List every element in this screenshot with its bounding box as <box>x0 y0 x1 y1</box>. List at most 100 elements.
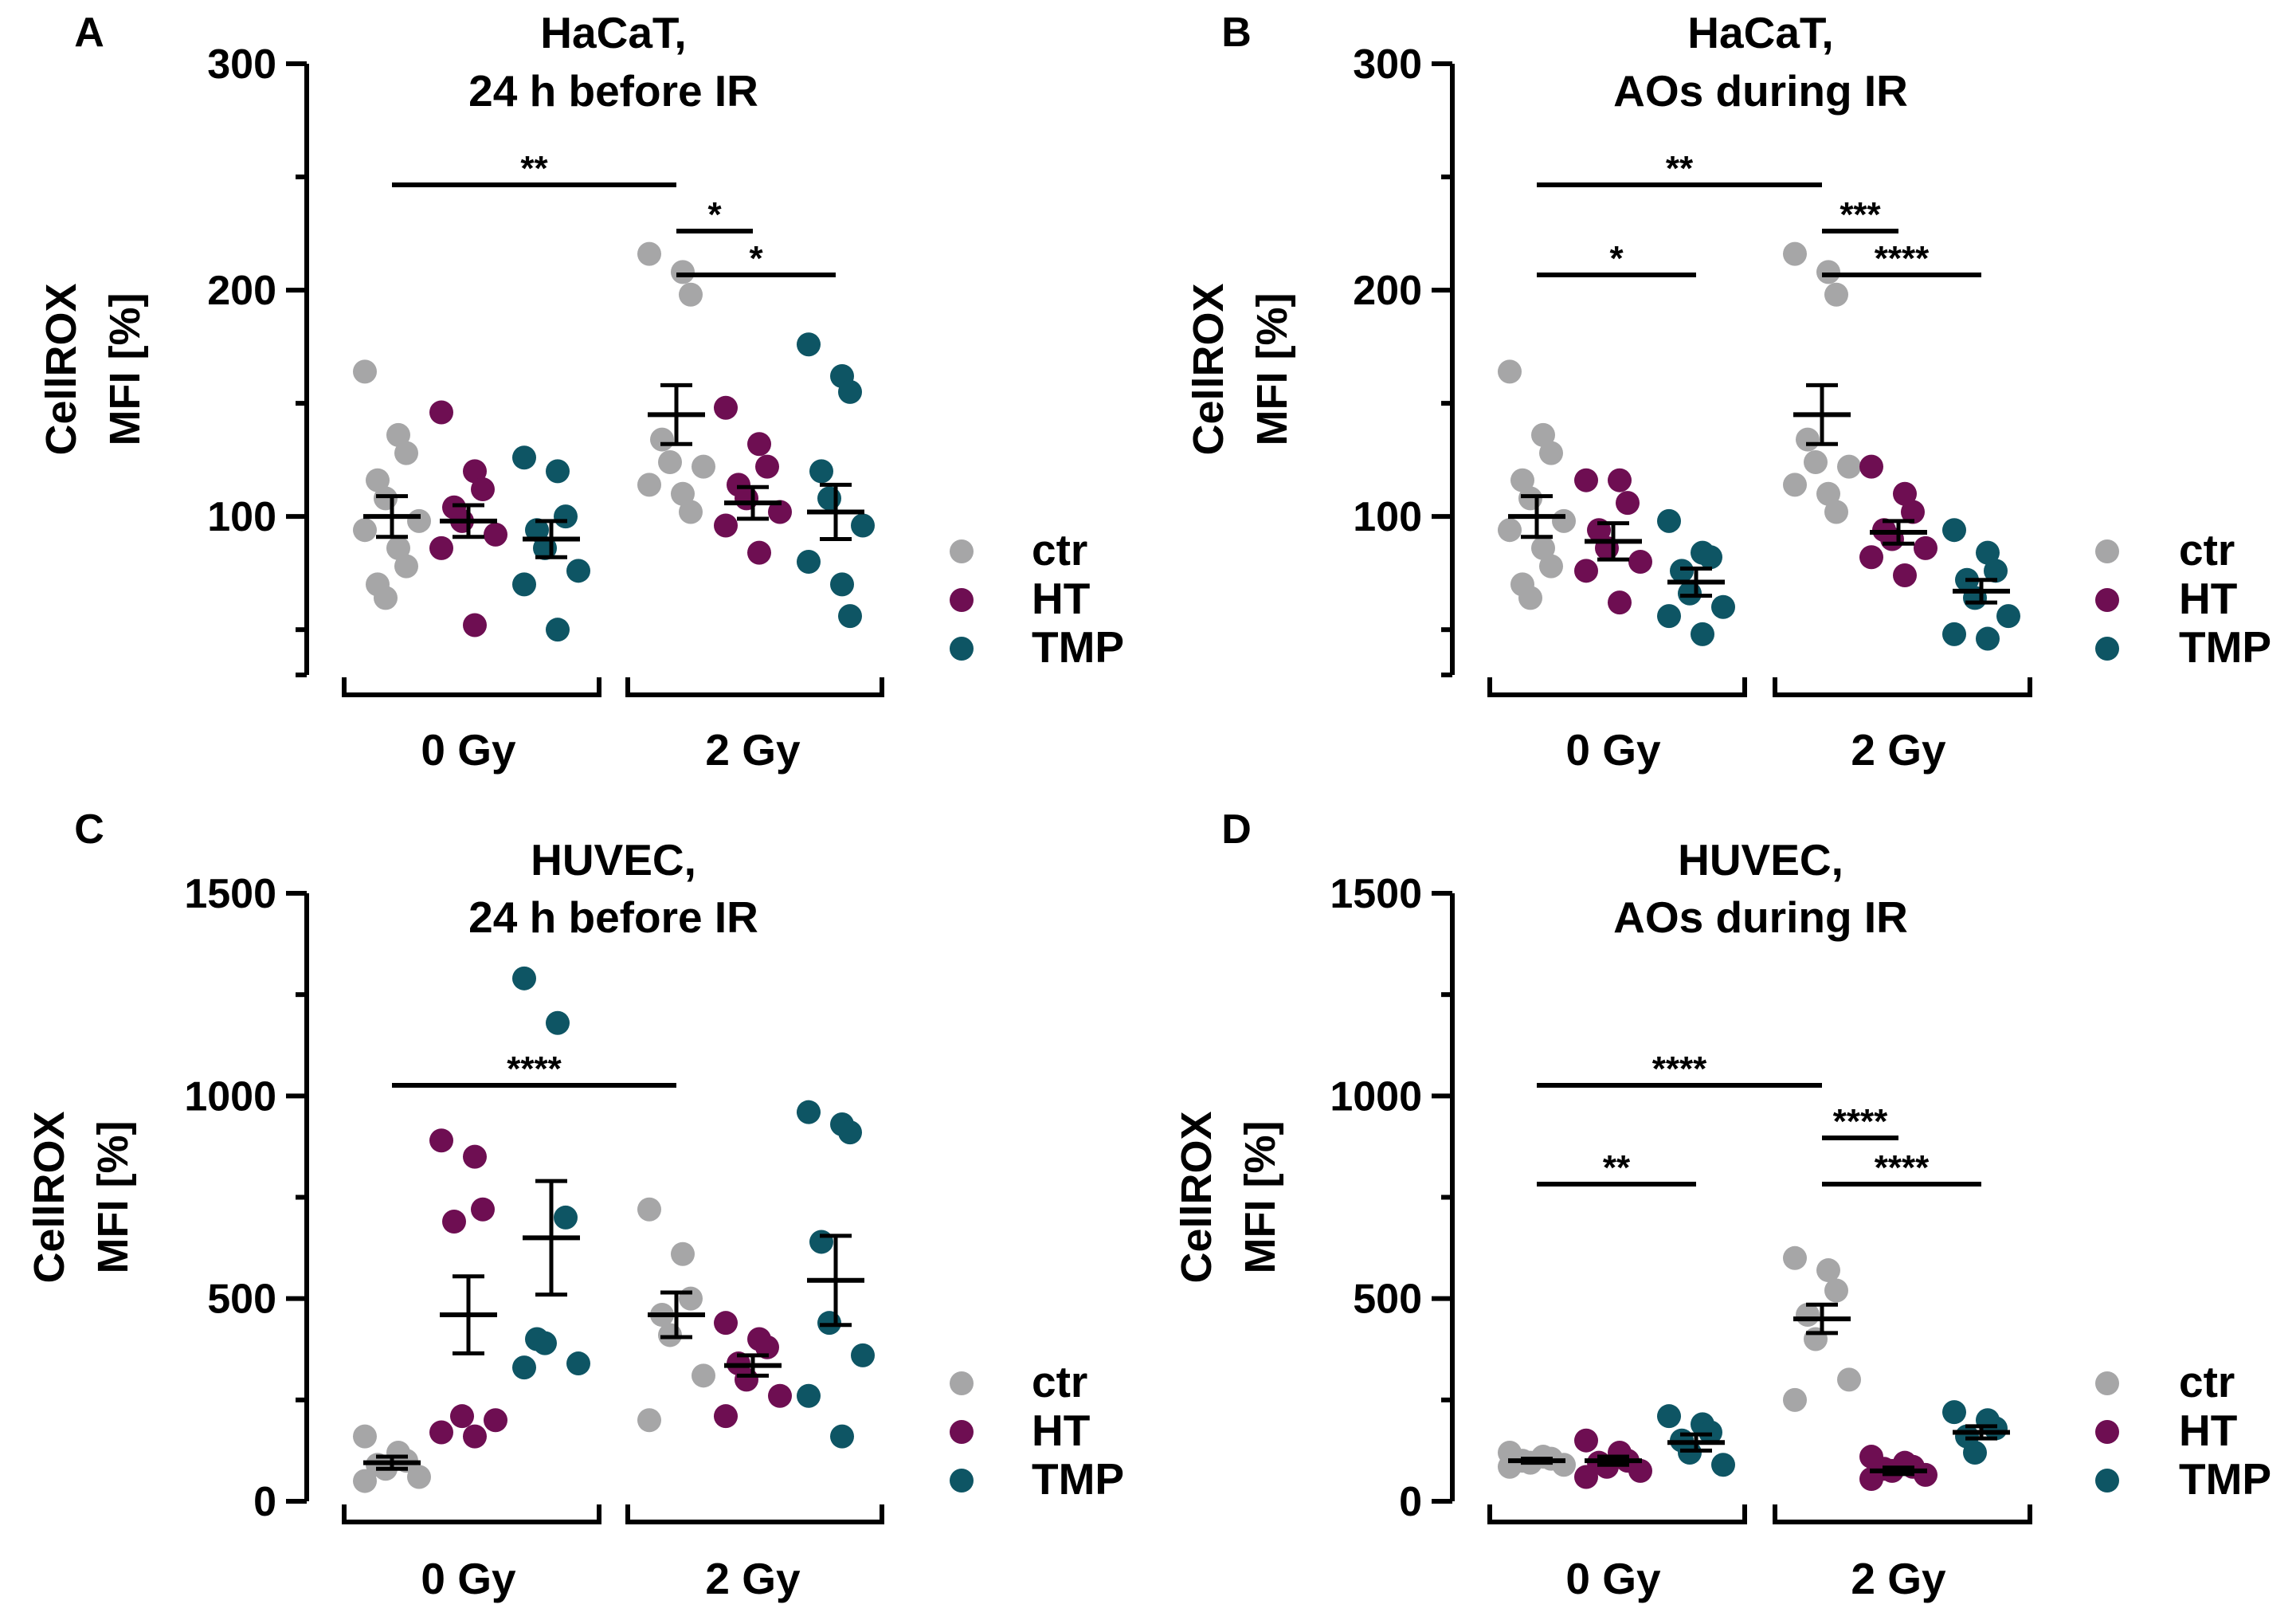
y-tick-label: 500 <box>1353 1277 1422 1323</box>
data-point-ctr <box>1539 441 1563 465</box>
legend-marker-tmp <box>950 1469 974 1493</box>
data-point-ht <box>714 1311 738 1336</box>
data-point-ht <box>1914 535 1937 560</box>
y-tick-label: 1000 <box>184 1073 276 1120</box>
y-axis-label-line-1: CellROX <box>37 283 85 455</box>
data-point-ht <box>442 1210 466 1234</box>
data-point-ctr <box>637 1408 661 1433</box>
data-point-ctr <box>353 1469 377 1493</box>
chart-title-line-2: AOs during IR <box>1613 892 1908 942</box>
group-bracket <box>625 1504 884 1524</box>
legend-label-ht: HT <box>2179 574 2237 623</box>
data-point-ctr <box>1816 481 1840 506</box>
data-point-ht <box>768 1383 792 1408</box>
significance-label: **** <box>1875 239 1930 278</box>
data-point-ht <box>1574 559 1598 583</box>
data-point-ctr <box>1531 535 1555 560</box>
data-point-ht <box>1574 468 1598 492</box>
data-point-ht <box>463 459 487 484</box>
data-point-ctr <box>1824 282 1848 307</box>
panel-letter: A <box>74 10 104 56</box>
data-point-ht <box>429 1420 453 1445</box>
data-point-ctr <box>679 500 703 524</box>
data-point-ht <box>768 500 792 524</box>
data-point-ctr <box>1783 1387 1807 1412</box>
y-tick-label: 300 <box>1353 41 1422 88</box>
data-point-ht <box>1914 1462 1937 1487</box>
data-point-tmp <box>830 572 854 597</box>
group-label: 0 Gy <box>1565 725 1661 775</box>
legend-marker-ht <box>950 1420 974 1444</box>
data-point-tmp <box>1657 604 1681 629</box>
data-point-ht <box>1893 481 1917 506</box>
y-tick-label: 100 <box>1353 494 1422 540</box>
y-tick-label: 1000 <box>1330 1073 1422 1120</box>
data-point-ctr <box>1518 586 1542 610</box>
data-point-ctr <box>1783 1245 1807 1270</box>
data-point-tmp <box>1657 1404 1681 1429</box>
group-label: 0 Gy <box>1565 1554 1661 1603</box>
significance-label: ** <box>1666 149 1694 188</box>
group-bracket <box>1773 677 2032 697</box>
data-point-ctr <box>353 1424 377 1449</box>
group-bracket <box>625 677 884 697</box>
data-point-tmp <box>1963 1440 1987 1465</box>
y-tick-label: 500 <box>207 1277 276 1323</box>
data-point-tmp <box>1984 559 2008 583</box>
data-point-ht <box>429 1128 453 1153</box>
legend-label-tmp: TMP <box>1032 1454 1124 1504</box>
legend-label-ctr: ctr <box>2179 1357 2235 1406</box>
data-point-ctr <box>1531 422 1555 447</box>
y-axis-label-line-2: MFI [%] <box>101 293 149 446</box>
significance-label: * <box>707 195 722 234</box>
data-point-ht <box>1859 545 1883 570</box>
y-tick-label: 200 <box>207 268 276 314</box>
data-point-tmp <box>830 1424 854 1449</box>
y-tick-label: 300 <box>207 41 276 88</box>
data-point-ctr <box>679 1286 703 1311</box>
data-point-ctr <box>671 1241 695 1266</box>
chart-title-line-1: HUVEC, <box>1678 835 1843 885</box>
group-label: 0 Gy <box>421 1554 516 1603</box>
data-point-ht <box>463 1424 487 1449</box>
y-tick-label: 200 <box>1353 268 1422 314</box>
data-point-tmp <box>512 1355 536 1380</box>
data-point-ht <box>1574 1465 1598 1489</box>
legend-label-ht: HT <box>2179 1406 2237 1455</box>
y-axis-label-line-2: MFI [%] <box>1236 1121 1284 1274</box>
data-point-tmp <box>809 459 833 484</box>
data-point-ctr <box>1837 1367 1861 1392</box>
data-point-ht <box>1608 590 1632 615</box>
data-point-tmp <box>1657 508 1681 533</box>
legend-label-tmp: TMP <box>1032 622 1124 672</box>
data-point-tmp <box>797 1383 821 1408</box>
y-axis-label-line-2: MFI [%] <box>89 1121 137 1274</box>
data-point-ctr <box>671 481 695 506</box>
y-tick-label: 0 <box>1399 1479 1422 1525</box>
data-point-ctr <box>1796 427 1820 452</box>
panel-letter: C <box>74 806 104 853</box>
data-point-ctr <box>679 282 703 307</box>
significance-label: **** <box>507 1049 562 1088</box>
legend-label-tmp: TMP <box>2179 622 2271 672</box>
data-point-ht <box>1608 468 1632 492</box>
group-label: 2 Gy <box>705 1554 801 1603</box>
data-point-ht <box>1616 491 1640 516</box>
group-bracket <box>1487 1504 1747 1524</box>
data-point-ctr <box>394 554 418 579</box>
group-label: 2 Gy <box>1851 1554 1946 1603</box>
data-point-ht <box>429 400 453 425</box>
data-point-tmp <box>1711 1453 1735 1477</box>
data-point-tmp <box>797 1100 821 1124</box>
group-bracket <box>342 1504 601 1524</box>
group-label: 0 Gy <box>421 725 516 775</box>
data-point-tmp <box>1996 604 2020 629</box>
data-point-tmp <box>1976 626 2000 651</box>
data-point-ht <box>1901 500 1925 524</box>
legend-marker-tmp <box>950 637 974 661</box>
y-tick-label: 1500 <box>184 871 276 917</box>
data-point-tmp <box>1942 622 1966 646</box>
data-point-ht <box>471 477 495 502</box>
significance-label: * <box>749 239 763 278</box>
significance-label: ** <box>520 149 548 188</box>
